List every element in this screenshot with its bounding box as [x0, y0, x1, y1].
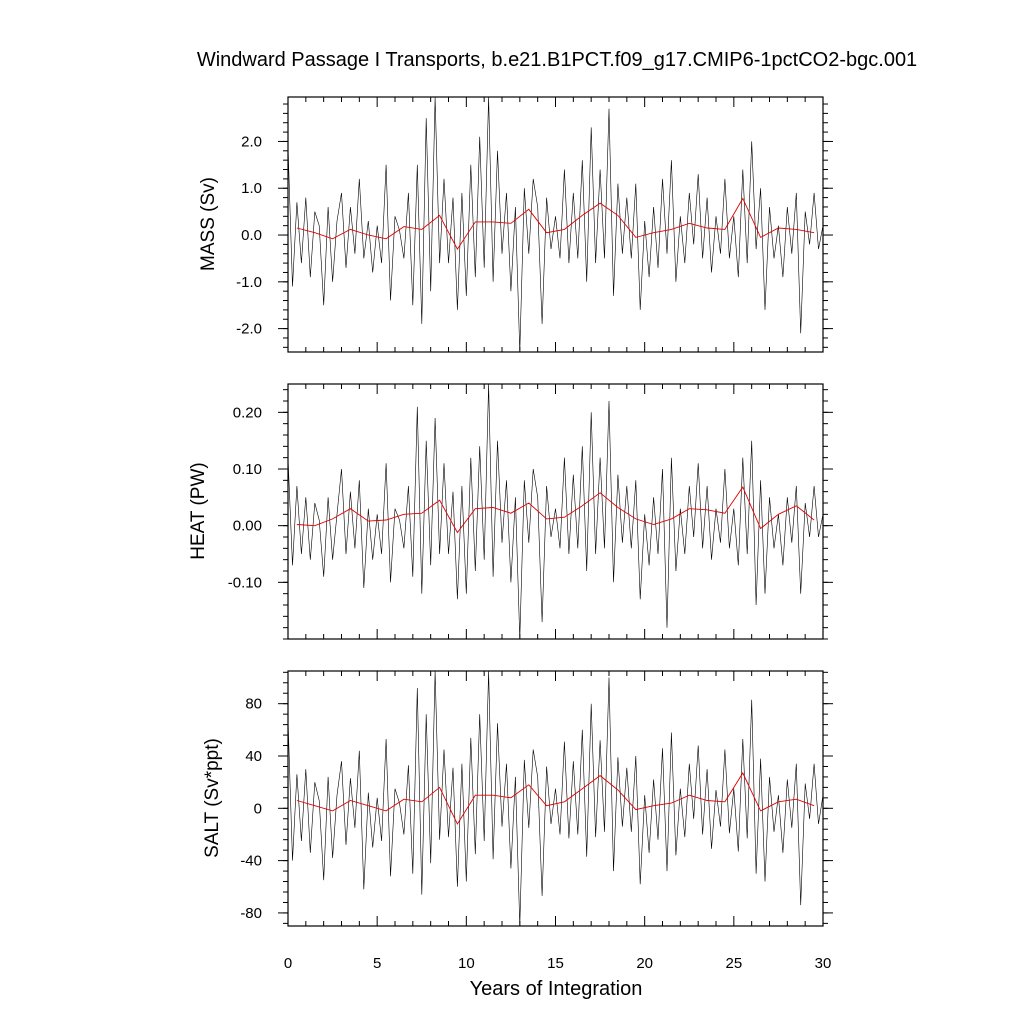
- y-tick-label: -80: [240, 905, 262, 922]
- y-tick-label: 0.20: [233, 404, 262, 421]
- y-tick-label: -1.0: [236, 274, 262, 291]
- heat-monthly-line: [287, 383, 824, 640]
- y-tick-label: 0.00: [233, 518, 262, 535]
- y-tick-label: 1.0: [241, 180, 262, 197]
- x-tick-label: 30: [815, 955, 832, 972]
- chart-title: Windward Passage I Transports, b.e21.B1P…: [197, 49, 917, 71]
- x-tick-label: 0: [284, 955, 292, 972]
- y-tick-label: 0.10: [233, 461, 262, 478]
- x-tick-label: 5: [373, 955, 381, 972]
- y-tick-label: -2.0: [236, 321, 262, 338]
- y-tick-label: 80: [245, 696, 262, 713]
- panel-mass: MASS (Sv) -2.0 -1.0 0.0 1.0 2.0: [198, 96, 833, 353]
- x-tick-label: 15: [547, 955, 564, 972]
- y-tick-label: 2.0: [241, 133, 262, 150]
- panel-salt: SALT (Sv*ppt) -80 -40 0 40 80 0 5 10 15 20 25 30: [202, 670, 833, 972]
- mass-annual-mean-line: [296, 197, 815, 250]
- panel-heat: HEAT (PW) -0.10 0.00 0.10 0.20: [188, 383, 833, 640]
- x-tick-label: 25: [725, 955, 742, 972]
- mass-monthly-line: [287, 96, 824, 353]
- x-axis-label: Years of Integration: [470, 978, 643, 1000]
- heat-ylabel: HEAT (PW): [188, 462, 209, 559]
- salt-annual-mean-line: [296, 772, 815, 825]
- y-tick-label: 40: [245, 748, 262, 765]
- heat-annual-mean-line: [296, 486, 815, 534]
- y-tick-label: 0.0: [241, 227, 262, 244]
- y-tick-label: -0.10: [228, 574, 262, 591]
- x-tick-label: 10: [458, 955, 475, 972]
- mass-ylabel: MASS (Sv): [198, 177, 219, 271]
- y-tick-label: -40: [240, 853, 262, 870]
- x-tick-label: 20: [636, 955, 653, 972]
- salt-monthly-line: [287, 670, 824, 927]
- y-tick-label: 0: [254, 800, 262, 817]
- mass-plot-frame: [287, 96, 824, 353]
- salt-ylabel: SALT (Sv*ppt): [202, 738, 223, 858]
